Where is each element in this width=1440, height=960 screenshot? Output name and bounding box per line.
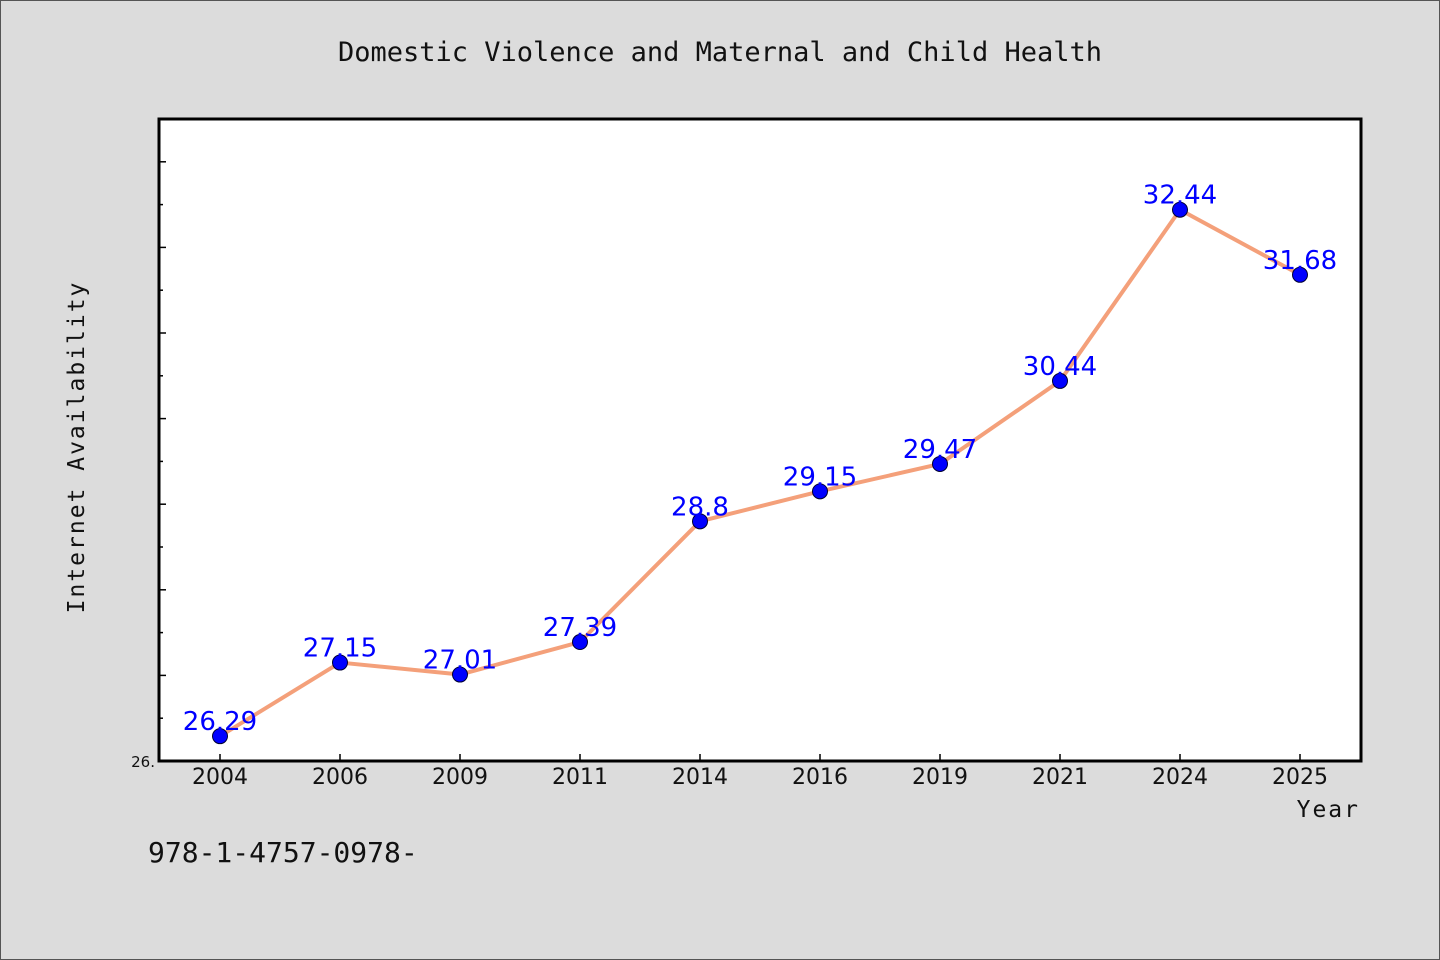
x-tick-label: 2019 (912, 765, 968, 790)
y-axis-min-label: 26. (131, 753, 155, 771)
data-point (1172, 201, 1188, 218)
x-axis-ticks (219, 754, 1301, 761)
data-label: 31.68 (1263, 246, 1337, 276)
x-tick-label: 2011 (552, 765, 608, 790)
data-label: 27.01 (423, 646, 497, 676)
x-tick-label: 2021 (1032, 765, 1088, 790)
x-tick-label: 2004 (192, 765, 248, 790)
data-point (692, 513, 708, 530)
data-label: 28.8 (671, 492, 729, 522)
data-point (1052, 372, 1068, 389)
data-label: 29.47 (903, 435, 977, 465)
y-axis-title: Internet Availability (64, 281, 90, 614)
data-labels: 26.29 27.15 27.01 27.39 28.8 29.15 29.47 30.44 3… (183, 181, 1337, 737)
x-tick-label: 2016 (792, 765, 848, 790)
series-line (218, 207, 1301, 738)
data-label: 27.15 (303, 634, 377, 664)
x-tick-label: 2025 (1272, 765, 1328, 790)
x-tick-label: 2024 (1152, 765, 1208, 790)
data-label: 30.44 (1023, 352, 1097, 382)
data-label: 26.29 (183, 707, 257, 737)
data-label: 27.39 (543, 613, 617, 643)
data-point (212, 728, 228, 745)
x-axis-title: Year (1297, 797, 1360, 823)
data-point (1292, 266, 1308, 283)
x-axis-tick-labels: 2004 2006 2009 2011 2014 2016 2019 2021 2024 2025 (192, 765, 1328, 790)
data-point (932, 455, 948, 472)
x-tick-label: 2006 (312, 765, 368, 790)
y-axis-ticks (159, 118, 166, 762)
data-label: 32.44 (1143, 181, 1217, 211)
data-label: 29.15 (783, 462, 857, 492)
x-tick-label: 2009 (432, 765, 488, 790)
data-point (572, 634, 588, 651)
series-markers (212, 201, 1308, 745)
data-point (452, 666, 468, 683)
chart-title: Domestic Violence and Maternal and Child… (338, 37, 1102, 68)
data-point (332, 654, 348, 671)
x-tick-label: 2014 (672, 765, 728, 790)
plot-area (157, 117, 1363, 763)
footer-code: 978-1-4757-0978- (148, 836, 418, 869)
data-point (812, 483, 828, 500)
